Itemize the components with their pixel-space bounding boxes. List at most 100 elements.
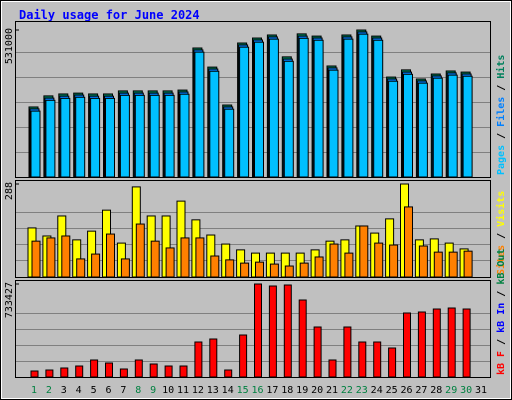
x-tick-label: 7 xyxy=(120,385,126,396)
bar xyxy=(388,347,397,378)
bar xyxy=(343,326,352,378)
legend-separator: / xyxy=(496,333,507,351)
x-tick-label: 14 xyxy=(222,385,234,396)
bar xyxy=(194,341,203,378)
legend-entry: Visits xyxy=(495,191,507,227)
bar xyxy=(209,70,220,178)
bar xyxy=(210,255,220,278)
bar xyxy=(254,283,262,378)
bar xyxy=(224,108,235,178)
bar xyxy=(60,367,69,378)
x-tick-label: 18 xyxy=(281,385,293,396)
x-tick-label: 6 xyxy=(105,385,111,396)
bar xyxy=(239,46,250,178)
bar xyxy=(328,359,337,378)
x-tick-label: 11 xyxy=(177,385,189,396)
y-tick-label: 733427 xyxy=(4,282,15,318)
bar xyxy=(225,259,235,278)
x-tick-label: 4 xyxy=(76,385,82,396)
x-tick-label: 19 xyxy=(296,385,308,396)
x-tick-label: 27 xyxy=(415,385,427,396)
bar xyxy=(240,262,250,278)
bar xyxy=(194,51,205,178)
x-tick-label: 2 xyxy=(46,385,52,396)
bar xyxy=(374,242,384,278)
bar xyxy=(119,368,128,378)
bar xyxy=(373,39,384,178)
bar xyxy=(30,110,41,178)
bar xyxy=(447,307,456,378)
x-tick-label: 10 xyxy=(162,385,174,396)
legend-separator: / xyxy=(496,285,507,303)
x-tick-label: 28 xyxy=(430,385,442,396)
legend-entry: kB In xyxy=(496,303,507,333)
bar xyxy=(164,365,173,378)
bar xyxy=(298,37,309,178)
bar xyxy=(359,225,369,278)
bar xyxy=(90,359,99,378)
legend: kB F / kB In / kB Out xyxy=(496,249,507,375)
bar xyxy=(165,247,175,278)
legend-entry: Pages xyxy=(496,145,507,175)
x-tick-label: 12 xyxy=(192,385,204,396)
y-tick-label: 531000 xyxy=(4,28,15,64)
x-tick-label: 9 xyxy=(150,385,156,396)
bar xyxy=(46,237,56,278)
legend-entry: kB Out xyxy=(496,249,507,285)
bar xyxy=(299,262,309,278)
bar xyxy=(447,74,458,178)
bar xyxy=(45,369,54,378)
bar xyxy=(403,312,411,378)
bar xyxy=(313,326,322,378)
bar xyxy=(283,284,292,378)
bar xyxy=(417,82,428,178)
bar xyxy=(179,93,190,178)
bar xyxy=(120,258,130,278)
bar xyxy=(344,252,354,278)
x-tick-label: 22 xyxy=(341,385,353,396)
x-tick-label: 16 xyxy=(251,385,263,396)
x-tick-label: 21 xyxy=(326,385,338,396)
x-tick-label: 17 xyxy=(266,385,278,396)
bar xyxy=(462,308,471,378)
bar xyxy=(358,33,369,178)
bar xyxy=(358,341,367,378)
x-tick-label: 26 xyxy=(400,385,412,396)
bar xyxy=(91,253,101,278)
bar xyxy=(314,256,324,278)
legend-entry: Hits xyxy=(495,55,507,79)
bar xyxy=(433,251,443,278)
bar xyxy=(75,96,86,178)
legend-separator: / xyxy=(496,127,507,145)
bar xyxy=(76,258,86,278)
x-tick-label: 1 xyxy=(31,385,37,396)
bar xyxy=(164,94,175,178)
bar xyxy=(255,261,264,278)
bar xyxy=(328,69,339,178)
x-tick-label: 25 xyxy=(386,385,398,396)
bar xyxy=(343,38,354,178)
bar xyxy=(239,334,248,378)
x-tick-label: 5 xyxy=(91,385,97,396)
y-tick-label: 288 xyxy=(4,182,15,200)
bar xyxy=(106,233,115,278)
bar xyxy=(134,94,145,178)
legend-entry: Sites xyxy=(495,245,507,275)
bar xyxy=(61,235,71,278)
x-tick-label: 15 xyxy=(237,385,249,396)
bar xyxy=(373,341,382,378)
bar xyxy=(389,244,399,278)
legend-separator: / xyxy=(496,227,507,245)
bar xyxy=(403,73,413,178)
x-tick-label: 30 xyxy=(460,385,472,396)
legend: Pages / Files / Hits xyxy=(495,55,507,175)
legend-entry: kB F xyxy=(496,351,507,375)
x-tick-label: 24 xyxy=(371,385,383,396)
bar xyxy=(45,99,56,178)
bar xyxy=(404,206,413,278)
bar xyxy=(134,359,143,378)
bar xyxy=(150,240,160,278)
legend-separator: / xyxy=(496,79,507,97)
bar xyxy=(269,263,279,278)
